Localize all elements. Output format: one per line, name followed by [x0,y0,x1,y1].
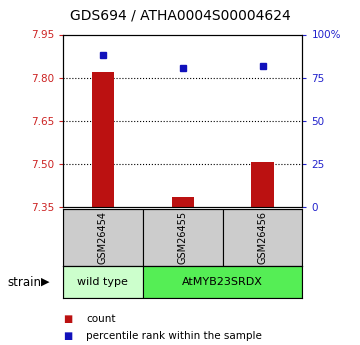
Text: ■: ■ [63,332,72,341]
Text: strain: strain [7,276,41,288]
Text: GSM26456: GSM26456 [257,211,267,264]
Bar [92,72,114,207]
Text: percentile rank within the sample: percentile rank within the sample [86,332,262,341]
Text: ▶: ▶ [41,277,49,287]
Text: count: count [86,314,116,324]
Bar [171,197,194,207]
Text: GSM26454: GSM26454 [98,211,108,264]
Text: GSM26455: GSM26455 [178,211,188,264]
Text: wild type: wild type [77,277,128,287]
Bar [63,209,143,266]
Bar [251,162,274,207]
Bar [143,266,302,298]
Text: GDS694 / ATHA0004S00004624: GDS694 / ATHA0004S00004624 [69,8,291,22]
Text: AtMYB23SRDX: AtMYB23SRDX [182,277,263,287]
Bar [143,209,222,266]
Bar [63,266,143,298]
Bar [222,209,302,266]
Text: ■: ■ [63,314,72,324]
